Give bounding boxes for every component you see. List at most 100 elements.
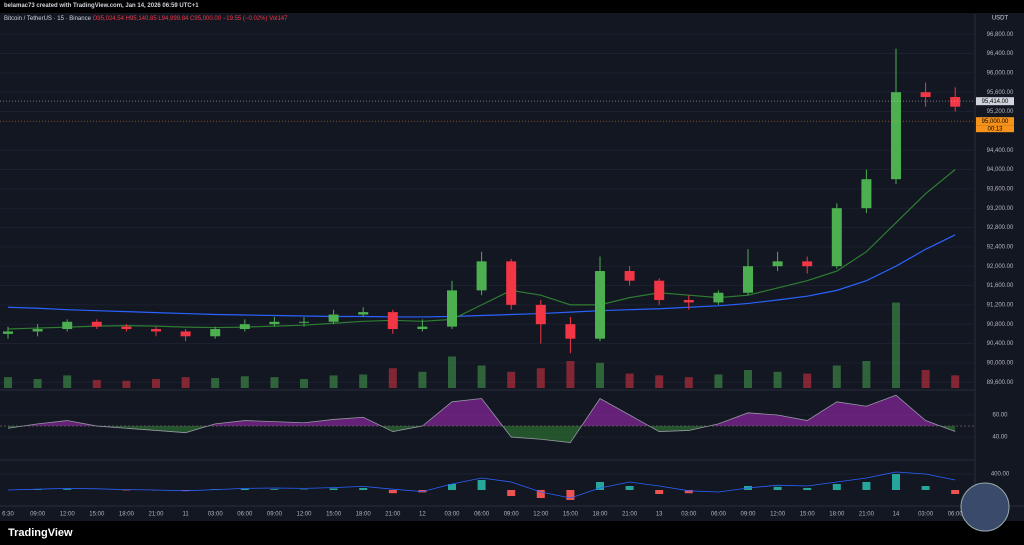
y-tick-label: 92,000.00 xyxy=(987,264,1014,270)
volume-bar xyxy=(892,302,900,388)
volume-bar xyxy=(418,371,427,388)
symbol: Bitcoin / TetherUS · 15 · Binance xyxy=(4,16,91,22)
y-tick-label: 95,200.00 xyxy=(987,109,1014,115)
candle-body xyxy=(32,329,43,332)
price-tag-label: 95,414.00 xyxy=(982,99,1009,105)
ohlc: C95,000.00 xyxy=(190,16,222,22)
volume-bar xyxy=(388,368,397,388)
ohlc: −19.55 (−0.02%) xyxy=(222,16,268,22)
candle-body xyxy=(91,321,102,327)
rsi-line xyxy=(7,394,956,444)
y-tick-label: 95,600.00 xyxy=(987,90,1014,96)
volume-bar xyxy=(803,373,812,388)
macd-bar xyxy=(892,474,900,490)
candle-body xyxy=(328,314,339,322)
x-tick-label: 12:00 xyxy=(296,512,312,518)
x-tick-label: 09:00 xyxy=(504,512,520,518)
macd-bar xyxy=(803,488,812,490)
volume-bar xyxy=(655,375,664,388)
volume-bar xyxy=(181,377,190,388)
price-tag xyxy=(976,97,1014,106)
volume-bar xyxy=(773,371,782,388)
x-tick-label: 06:00 xyxy=(237,512,253,518)
price-tag-label: 95,000.00 xyxy=(982,119,1009,125)
volume-bar xyxy=(832,365,841,388)
y-tick-label: 90,800.00 xyxy=(987,322,1014,328)
candle-body xyxy=(831,208,842,267)
volume-bar xyxy=(329,375,338,388)
ohlc: L94,999.84 xyxy=(158,16,189,22)
macd-bar xyxy=(684,490,693,494)
macd-bar xyxy=(507,490,516,496)
x-tick-label: 18:00 xyxy=(829,512,845,518)
y-tick-label: 93,200.00 xyxy=(987,206,1014,212)
y-tick-label: 94,400.00 xyxy=(987,148,1014,154)
y-tick-label: 91,200.00 xyxy=(987,302,1014,308)
volume-bar xyxy=(33,379,42,388)
candle-body xyxy=(713,292,724,303)
volume-bar xyxy=(300,379,308,388)
volume-bar xyxy=(744,370,752,388)
x-tick-label: 6:30 xyxy=(2,512,14,518)
candle-body xyxy=(565,324,576,339)
macd-bar xyxy=(329,488,338,490)
volume-bar xyxy=(625,373,634,388)
ohlc: Vol147 xyxy=(269,16,288,22)
x-tick-label: 15:00 xyxy=(89,512,105,518)
currency: USDT xyxy=(992,16,1009,22)
y-tick-label: 96,400.00 xyxy=(987,51,1014,57)
volume-bar xyxy=(359,374,368,388)
candle-body xyxy=(802,261,813,267)
x-tick-label: 11 xyxy=(182,512,189,518)
candle-body xyxy=(447,290,457,327)
x-tick-label: 21:00 xyxy=(385,512,401,518)
macd-bar xyxy=(655,490,664,494)
macd-bar xyxy=(448,484,456,490)
candle-body xyxy=(624,271,635,281)
brand: TradingView xyxy=(8,527,73,539)
x-tick-label: 09:00 xyxy=(30,512,46,518)
volume-bar xyxy=(566,361,575,388)
macd-bar xyxy=(596,482,604,490)
volume-bar xyxy=(862,361,871,388)
volume-bar xyxy=(684,377,693,388)
volume-bar xyxy=(477,365,486,388)
y-tick-label: 94,000.00 xyxy=(987,167,1014,173)
x-tick-label: 03:00 xyxy=(208,512,224,518)
y-tick-label: 96,000.00 xyxy=(987,70,1014,76)
candle-body xyxy=(891,92,901,180)
macd-bar xyxy=(862,482,871,490)
x-tick-label: 03:00 xyxy=(444,512,460,518)
volume-bar xyxy=(63,375,72,388)
candle-body xyxy=(506,261,517,305)
macd-bar xyxy=(832,484,841,490)
candle-body xyxy=(950,97,961,107)
volume-bar xyxy=(448,356,456,388)
candle-body xyxy=(3,331,13,334)
candle-body xyxy=(180,331,191,337)
macd-bar xyxy=(388,490,397,494)
x-tick-label: 21:00 xyxy=(622,512,638,518)
x-tick-label: 03:00 xyxy=(681,512,697,518)
candle-body xyxy=(861,179,872,209)
rsi-area-up xyxy=(22,395,941,427)
volume-bar xyxy=(951,375,960,388)
candle-body xyxy=(210,329,221,337)
legend-row: Bitcoin / TetherUS · 15 · Binance O95,02… xyxy=(4,16,287,22)
x-tick-label: 09:00 xyxy=(740,512,756,518)
attribution: belamac73 created with TradingView.com, … xyxy=(4,3,199,9)
top-bar xyxy=(0,0,1024,13)
x-tick-label: 12:00 xyxy=(770,512,786,518)
x-tick-label: 18:00 xyxy=(592,512,608,518)
candle-body xyxy=(121,326,132,330)
macd-bar xyxy=(270,489,279,490)
x-tick-label: 15:00 xyxy=(800,512,816,518)
candle-body xyxy=(358,312,369,315)
volume-bar xyxy=(240,376,249,388)
countdown: 00:13 xyxy=(987,126,1003,132)
x-tick-label: 13 xyxy=(656,512,663,518)
volume-bar xyxy=(122,380,131,388)
x-tick-label: 14 xyxy=(893,512,900,518)
x-tick-label: 12 xyxy=(419,512,426,518)
